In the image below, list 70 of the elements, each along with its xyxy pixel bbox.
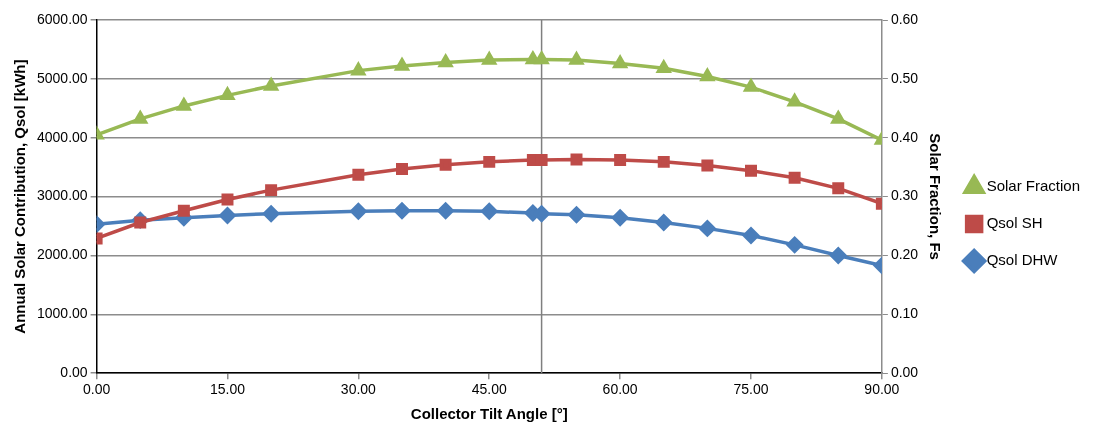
point <box>221 193 234 206</box>
point <box>219 85 236 101</box>
y-tick-label: 5000.00 <box>37 69 88 86</box>
y-tick-label: 1000.00 <box>37 305 88 322</box>
point <box>614 154 627 167</box>
point <box>264 78 279 91</box>
y2-tick-label: 0.60 <box>890 10 919 27</box>
point <box>483 155 496 168</box>
y-tick-label: 4000.00 <box>37 128 88 145</box>
x-axis-title: Collector Tilt Angle [°] <box>410 405 568 423</box>
point <box>657 155 670 168</box>
point <box>133 111 148 124</box>
y-tick-label: 3000.00 <box>37 187 88 204</box>
point <box>655 58 672 74</box>
y-axis-title: Annual Solar Contribution, Qsol [kWh] <box>11 59 29 334</box>
point <box>534 51 549 65</box>
point <box>700 68 715 82</box>
point <box>655 214 672 231</box>
point <box>786 236 803 254</box>
y2-tick-label: 0.10 <box>890 305 919 322</box>
point <box>570 153 583 166</box>
point <box>482 52 497 65</box>
x-tick-label: 90.00 <box>864 381 900 398</box>
point <box>699 220 716 237</box>
y2-axis-title: Solar Fraction, Fs <box>926 133 944 260</box>
y2-tick-label: 0.40 <box>890 128 919 145</box>
point <box>481 203 498 220</box>
y2-tick-label: 0.20 <box>890 246 919 263</box>
point <box>176 98 191 111</box>
point <box>832 182 845 195</box>
point <box>611 209 629 227</box>
y-tick-label: 2000.00 <box>37 246 88 263</box>
x-tick-label: 60.00 <box>602 381 638 398</box>
point <box>262 205 280 222</box>
point <box>787 94 802 107</box>
y2-tick-label: 0.50 <box>890 69 919 86</box>
x-tick-label: 15.00 <box>209 381 246 398</box>
point <box>745 164 757 177</box>
y-tick-label: 0.00 <box>60 364 88 381</box>
point <box>701 159 714 172</box>
x-tick-label: 0.00 <box>82 381 111 398</box>
point <box>613 55 628 69</box>
point <box>393 202 411 219</box>
x-tick-label: 75.00 <box>733 381 769 398</box>
point <box>830 247 847 264</box>
point <box>439 158 452 171</box>
point <box>568 206 585 224</box>
legend-label: Solar Fraction <box>986 177 1081 195</box>
legend-label: Qsol SH <box>986 214 1043 232</box>
point <box>352 168 365 181</box>
legend-label: Qsol DHW <box>986 251 1059 269</box>
point <box>569 52 584 65</box>
y2-tick-label: 0.00 <box>890 364 919 381</box>
point <box>219 207 236 224</box>
point <box>351 62 366 76</box>
point <box>177 204 190 217</box>
point <box>437 202 454 219</box>
point <box>744 79 758 92</box>
point <box>742 227 760 244</box>
point <box>788 171 801 184</box>
point <box>265 184 278 197</box>
point <box>396 162 408 175</box>
point <box>395 58 409 71</box>
point <box>831 111 846 124</box>
y2-tick-label: 0.30 <box>890 187 919 204</box>
x-tick-label: 30.00 <box>340 381 377 398</box>
x-tick-label: 45.00 <box>471 381 507 398</box>
point <box>438 54 453 68</box>
y-tick-label: 6000.00 <box>37 10 88 27</box>
point <box>350 203 367 220</box>
